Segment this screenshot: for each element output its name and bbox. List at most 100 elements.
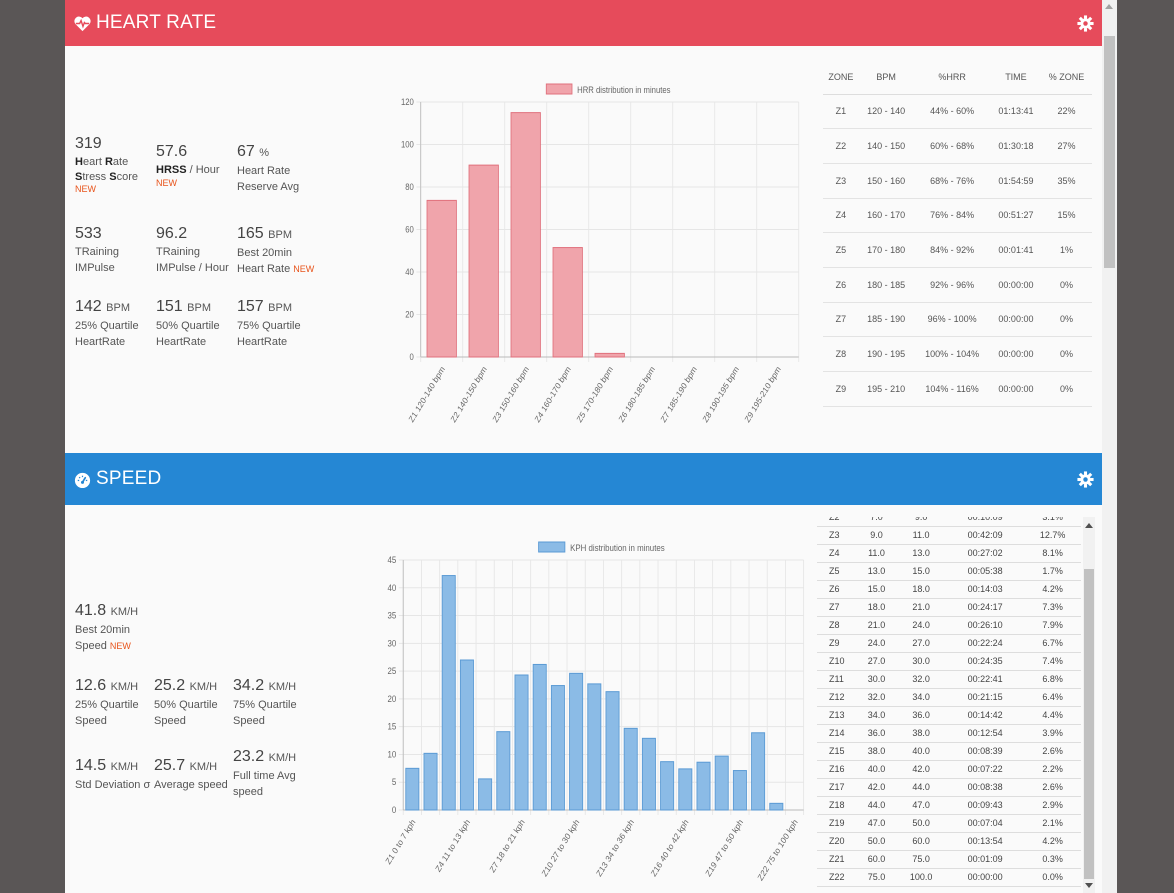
x-tick-label: Z10 27 to 30 kph bbox=[540, 817, 582, 879]
table-cell: 4.2% bbox=[1024, 832, 1081, 851]
new-badge: NEW bbox=[293, 264, 315, 274]
table-cell: Z17 bbox=[817, 778, 857, 797]
table-cell: 104% - 116% bbox=[913, 371, 991, 407]
table-cell: 27% bbox=[1041, 128, 1092, 164]
table-cell: 42.0 bbox=[857, 778, 897, 797]
table-cell: 00:12:54 bbox=[946, 724, 1025, 743]
page-scrollbar[interactable] bbox=[1102, 0, 1117, 893]
table-cell: 00:00:00 bbox=[990, 302, 1042, 338]
table-cell: 15.0 bbox=[857, 580, 897, 599]
y-tick-label: 100 bbox=[401, 139, 414, 150]
stat-value: 34.2 bbox=[233, 677, 265, 694]
speed-q75-stat: 34.2 KM/H 75% Quartile Speed bbox=[233, 676, 297, 729]
x-tick-label: Z6 180-185 bpm bbox=[617, 364, 657, 424]
table-cell: 9.0 bbox=[857, 526, 897, 545]
stat-unit: % bbox=[259, 147, 270, 159]
trimp-stat: 533 TRaining IMPulse bbox=[75, 224, 119, 276]
y-tick-label: 30 bbox=[387, 638, 396, 649]
table-cell: 185 - 190 bbox=[858, 302, 914, 338]
speed-table-scrollbar[interactable] bbox=[1083, 517, 1095, 893]
table-cell: 1% bbox=[1041, 232, 1092, 268]
table-row: Z5 13.0 15.0 00:05:38 1.7% bbox=[817, 562, 1081, 581]
stat-label: Best 20min bbox=[237, 247, 293, 259]
stat-label: 75% Quartile bbox=[237, 320, 301, 332]
table-cell: 00:24:17 bbox=[946, 598, 1025, 617]
table-row: Z4 11.0 13.0 00:27:02 8.1% bbox=[817, 544, 1081, 563]
table-cell: Z8 bbox=[823, 336, 859, 372]
bar bbox=[423, 752, 438, 811]
table-cell: 00:08:39 bbox=[946, 742, 1025, 761]
table-row: Z6 180 - 185 92% - 96% 00:00:00 0% bbox=[823, 267, 1092, 303]
table-row: Z16 40.0 42.0 00:07:22 2.2% bbox=[817, 760, 1081, 779]
hrss-per-hour-stat: 57.6 HRSS / Hour NEW bbox=[156, 142, 220, 188]
hrr-distribution-chart: 0 20 40 60 80 100 120 Z1 120-140 bpm Z2 140-150 … bbox=[401, 83, 800, 424]
kph-distribution-chart: 0 5 10 15 20 25 30 35 40 45 Z1 0 to 7 kph Z4 11 to … bbox=[383, 541, 805, 883]
table-cell: 2.2% bbox=[1024, 760, 1081, 779]
table-cell: 00:07:22 bbox=[946, 760, 1025, 779]
full-time-avg-speed-stat: 23.2 KM/H Full time Avg speed bbox=[233, 747, 296, 800]
table-cell: 00:09:43 bbox=[946, 796, 1025, 815]
table-cell: Z7 bbox=[817, 598, 857, 617]
table-cell: Z12 bbox=[817, 688, 857, 707]
stat-label-part: / Hour bbox=[186, 164, 220, 176]
table-cell: 2.1% bbox=[1024, 814, 1081, 833]
heart-rate-title: HEART RATE bbox=[96, 12, 217, 33]
hr-zones-table: ZONE BPM %HRR TIME% ZONE Z1 120 - 140 44% - 6… bbox=[823, 60, 1092, 407]
bar bbox=[678, 768, 693, 811]
table-row: Z18 44.0 47.0 00:09:43 2.9% bbox=[817, 796, 1081, 815]
stat-label-part: tress bbox=[82, 171, 110, 183]
speed-settings-gear-icon[interactable] bbox=[1077, 470, 1094, 488]
table-row: Z12 32.0 34.0 00:21:15 6.4% bbox=[817, 688, 1081, 707]
bar bbox=[623, 727, 638, 811]
stat-unit: KM/H bbox=[189, 681, 218, 693]
table-cell: 12.7% bbox=[1024, 526, 1081, 545]
table-cell: 96% - 100% bbox=[913, 302, 991, 338]
x-tick-label: Z13 34 to 36 kph bbox=[594, 817, 636, 879]
stat-unit: KM/H bbox=[110, 761, 139, 773]
table-cell: 47.0 bbox=[896, 796, 947, 815]
table-cell: Z4 bbox=[817, 544, 857, 563]
table-cell: 00:07:04 bbox=[946, 814, 1025, 833]
bar bbox=[594, 352, 625, 358]
new-badge: NEW bbox=[75, 184, 96, 194]
hr-table-header-cell: %HRR bbox=[913, 60, 991, 95]
table-cell: Z19 bbox=[817, 814, 857, 833]
table-cell: 00:00:00 bbox=[990, 371, 1042, 407]
scrollbar-thumb[interactable] bbox=[1084, 569, 1094, 879]
scrollbar-thumb[interactable] bbox=[1104, 36, 1115, 268]
speed-zones-table: Z27.09.000:10:093.1%Z39.011.000:42:0912.… bbox=[817, 517, 1081, 887]
x-tick-label: Z4 11 to 13 kph bbox=[433, 817, 472, 874]
table-cell: 160 - 170 bbox=[858, 198, 914, 234]
average-speed-stat: 25.7 KM/H Average speed bbox=[154, 756, 228, 793]
table-row: Z6 15.0 18.0 00:14:03 4.2% bbox=[817, 580, 1081, 599]
bar bbox=[552, 247, 583, 358]
stat-label: Best 20min bbox=[75, 624, 131, 636]
table-cell: Z6 bbox=[817, 580, 857, 599]
table-cell: 00:10:09 bbox=[946, 517, 1025, 527]
table-cell: 180 - 185 bbox=[858, 267, 914, 303]
stat-value: 14.5 bbox=[75, 757, 107, 774]
table-row: Z4 160 - 170 76% - 84% 00:51:27 15% bbox=[823, 198, 1092, 234]
table-cell: Z10 bbox=[817, 652, 857, 671]
stat-unit: BPM bbox=[268, 229, 292, 241]
speed-zones-table-container[interactable]: Z27.09.000:10:093.1%Z39.011.000:42:0912.… bbox=[817, 517, 1095, 893]
heart-rate-settings-gear-icon[interactable] bbox=[1077, 14, 1094, 32]
table-cell: 75.0 bbox=[896, 850, 947, 869]
table-row: Z8 21.0 24.0 00:26:10 7.9% bbox=[817, 616, 1081, 635]
stat-label: TRaining bbox=[156, 246, 201, 258]
table-cell: 00:08:38 bbox=[946, 778, 1025, 797]
table-cell: 120 - 140 bbox=[858, 94, 914, 130]
table-cell: Z5 bbox=[817, 562, 857, 581]
stat-value: 151 bbox=[156, 298, 183, 315]
scroll-up-arrow-icon[interactable] bbox=[1085, 523, 1093, 528]
x-tick-label: Z7 18 to 21 kph bbox=[488, 817, 527, 875]
hr-q75-stat: 157 BPM 75% Quartile HeartRate bbox=[237, 297, 301, 350]
table-row: Z21 60.0 75.0 00:01:09 0.3% bbox=[817, 850, 1081, 869]
table-cell: 00:01:09 bbox=[946, 850, 1025, 869]
scroll-up-arrow-icon[interactable] bbox=[1105, 4, 1113, 9]
scroll-down-arrow-icon[interactable] bbox=[1085, 883, 1093, 888]
table-row: Z27.09.000:10:093.1% bbox=[817, 517, 1081, 527]
x-tick-label: Z19 47 to 50 kph bbox=[703, 817, 745, 879]
table-cell: 0% bbox=[1041, 302, 1092, 338]
window-backdrop bbox=[1117, 0, 1174, 893]
